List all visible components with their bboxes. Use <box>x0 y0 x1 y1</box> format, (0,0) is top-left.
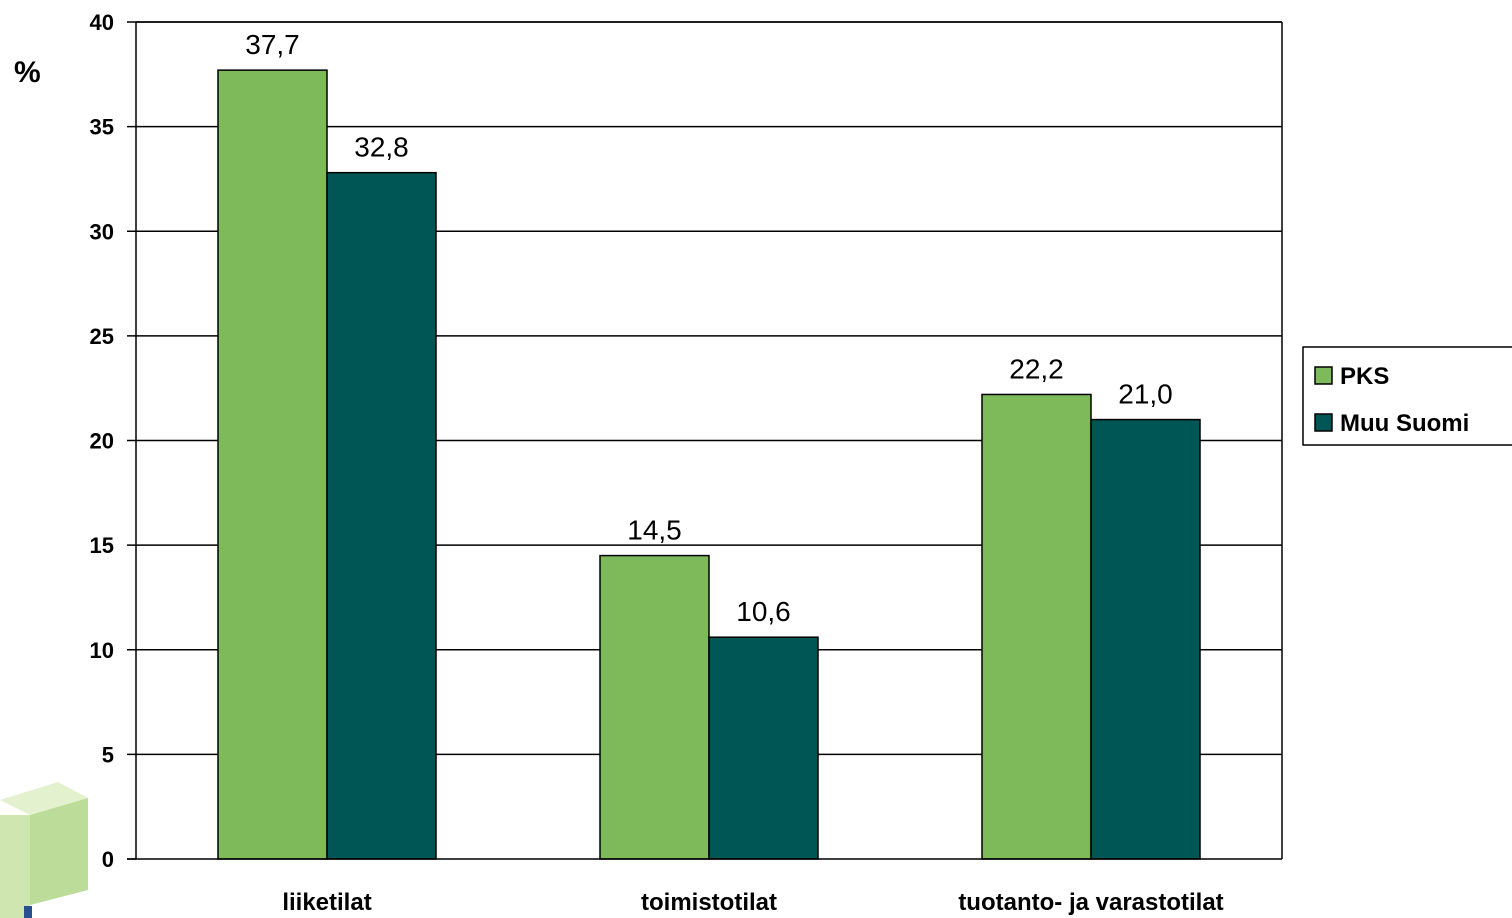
logo-cube-side <box>30 798 88 905</box>
legend-swatch-muu-suomi <box>1314 413 1333 432</box>
y-tick-label: 10 <box>90 638 114 663</box>
y-tick-label: 15 <box>90 533 114 558</box>
legend-label-muu-suomi: Muu Suomi <box>1340 410 1469 437</box>
legend: PKS Muu Suomi <box>1302 346 1512 446</box>
legend-frame <box>1302 346 1512 446</box>
data-label-muu-suomi: 32,8 <box>354 132 409 163</box>
legend-label-pks: PKS <box>1340 363 1389 390</box>
bar-pks <box>981 393 1092 860</box>
y-tick-label: 30 <box>90 219 114 244</box>
y-tick-label: 5 <box>102 742 114 767</box>
legend-swatch-pks <box>1314 366 1333 385</box>
data-label-pks: 14,5 <box>627 515 682 546</box>
data-label-pks: 37,7 <box>245 29 300 60</box>
bar-muu-suomi <box>1090 418 1201 860</box>
y-tick-label: 40 <box>90 10 114 35</box>
axes <box>127 21 1283 860</box>
y-tick-labels: 0 5 10 15 20 25 30 35 40 <box>90 10 114 872</box>
bar-muu-suomi <box>708 636 819 860</box>
bar-muu-suomi <box>326 171 437 860</box>
y-axis-label: % <box>14 56 41 89</box>
category-label: tuotanto- ja varastotilat <box>958 889 1223 916</box>
y-tick-label: 0 <box>102 847 114 872</box>
category-label: toimistotilat <box>641 889 777 916</box>
bar-pks <box>599 554 710 860</box>
data-label-muu-suomi: 21,0 <box>1118 379 1173 410</box>
corner-logo <box>0 782 88 918</box>
category-label: liiketilat <box>282 889 371 916</box>
y-tick-label: 35 <box>90 115 114 140</box>
bar-pks <box>217 69 328 860</box>
data-label-muu-suomi: 10,6 <box>736 596 791 627</box>
logo-cube-front <box>0 815 30 918</box>
logo-cube-top <box>0 782 88 815</box>
data-labels: 37,7 32,8 14,5 10,6 22,2 21,0 <box>245 29 1173 627</box>
y-tick-label: 20 <box>90 429 114 454</box>
bars <box>217 69 1201 860</box>
data-label-pks: 22,2 <box>1009 353 1064 384</box>
y-tick-label: 25 <box>90 324 114 349</box>
category-labels: liiketilat toimistotilat tuotanto- ja vara… <box>282 889 1223 916</box>
logo-mark <box>24 906 32 918</box>
